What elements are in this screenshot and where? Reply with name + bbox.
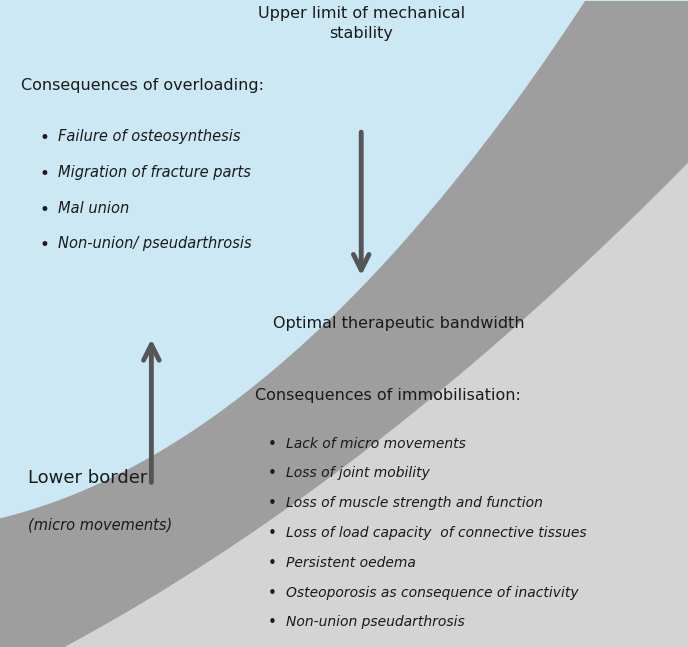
Text: •: • (40, 236, 50, 254)
Text: Loss of muscle strength and function: Loss of muscle strength and function (286, 496, 542, 510)
Text: Optimal therapeutic bandwidth: Optimal therapeutic bandwidth (273, 316, 525, 331)
Text: •: • (268, 615, 276, 630)
Text: Loss of joint mobility: Loss of joint mobility (286, 466, 429, 481)
Text: (micro movements): (micro movements) (28, 518, 172, 532)
Text: •: • (268, 556, 276, 571)
Text: •: • (40, 165, 50, 183)
Text: Failure of osteosynthesis: Failure of osteosynthesis (58, 129, 241, 144)
Text: Osteoporosis as consequence of inactivity: Osteoporosis as consequence of inactivit… (286, 586, 578, 600)
Text: •: • (40, 201, 50, 219)
Text: •: • (268, 496, 276, 511)
Text: Non-union/ pseudarthrosis: Non-union/ pseudarthrosis (58, 236, 252, 251)
Text: Consequences of immobilisation:: Consequences of immobilisation: (255, 388, 520, 403)
Text: Upper limit of mechanical
stability: Upper limit of mechanical stability (257, 6, 465, 41)
Text: •: • (268, 526, 276, 541)
Text: •: • (40, 129, 50, 148)
Text: Persistent oedema: Persistent oedema (286, 556, 416, 570)
Text: •: • (268, 466, 276, 481)
Text: Lower border: Lower border (28, 469, 147, 487)
Text: Loss of load capacity  of connective tissues: Loss of load capacity of connective tiss… (286, 526, 586, 540)
Text: Mal union: Mal union (58, 201, 130, 215)
Text: Non-union pseudarthrosis: Non-union pseudarthrosis (286, 615, 464, 630)
Text: Migration of fracture parts: Migration of fracture parts (58, 165, 251, 180)
Text: Lack of micro movements: Lack of micro movements (286, 437, 465, 451)
Text: •: • (268, 586, 276, 600)
Text: •: • (268, 437, 276, 452)
Text: Consequences of overloading:: Consequences of overloading: (21, 78, 264, 93)
